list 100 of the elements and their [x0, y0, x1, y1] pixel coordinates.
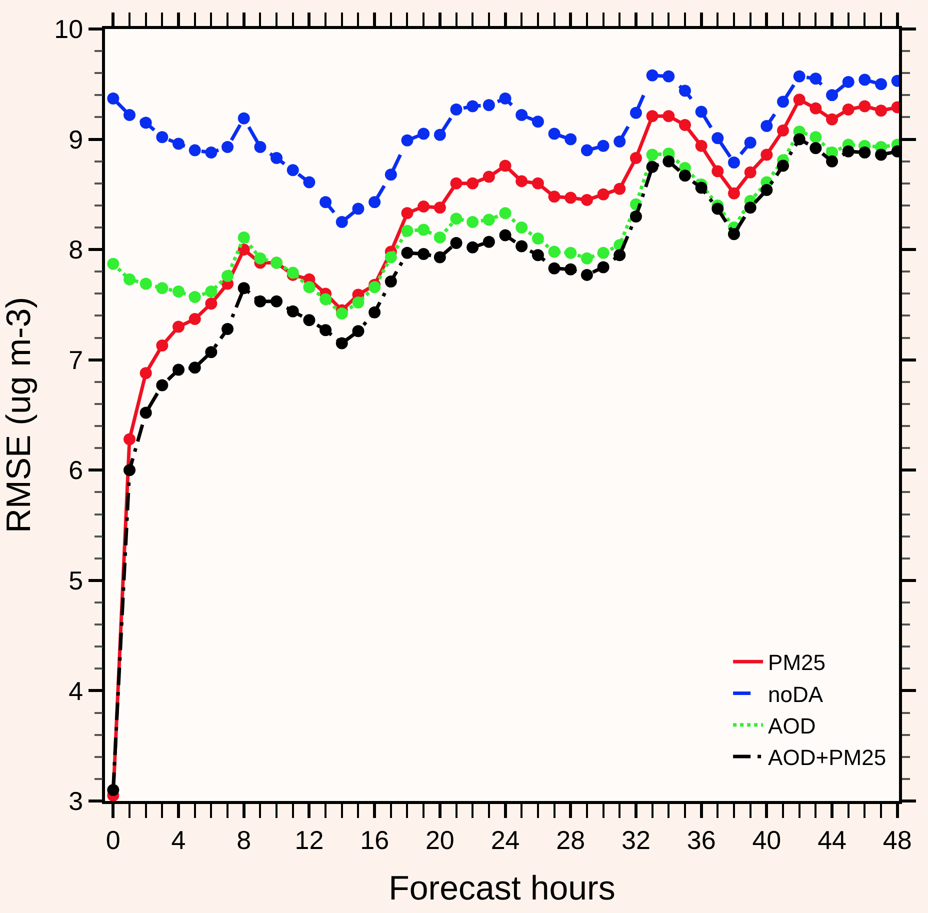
point [646, 160, 658, 173]
point [384, 251, 397, 264]
point [597, 246, 610, 259]
legend-label: PM25 [768, 650, 826, 676]
point [124, 109, 136, 122]
point [858, 100, 871, 112]
point [744, 136, 756, 149]
point [222, 270, 234, 282]
point [466, 216, 479, 228]
point [352, 202, 364, 215]
point [172, 364, 185, 376]
point [450, 177, 462, 190]
point [434, 128, 446, 141]
point [728, 228, 740, 240]
point [760, 120, 773, 132]
point [384, 168, 397, 181]
point [320, 293, 332, 306]
point [810, 72, 822, 85]
point [695, 140, 708, 152]
point [793, 133, 806, 146]
point [482, 236, 495, 248]
point [646, 110, 658, 122]
point [124, 433, 136, 446]
point [156, 340, 168, 352]
point [760, 184, 773, 196]
y-axis-title: RMSE (ug m-3) [0, 296, 38, 534]
point [614, 182, 626, 195]
point [418, 248, 430, 260]
point [303, 281, 316, 294]
point [238, 112, 250, 124]
x-tick-label: 36 [686, 824, 716, 855]
point [712, 202, 724, 215]
point [172, 320, 185, 333]
point [532, 249, 544, 262]
point [580, 194, 593, 206]
point [875, 148, 888, 161]
point [744, 202, 756, 214]
point [466, 241, 479, 254]
point [614, 249, 626, 262]
point [826, 113, 838, 126]
y-tick-label: 3 [68, 786, 84, 816]
point [418, 128, 430, 140]
point [826, 155, 838, 168]
x-tick-label: 28 [556, 824, 586, 855]
point [286, 164, 299, 176]
point [401, 134, 414, 146]
point [646, 69, 658, 82]
point [188, 290, 201, 303]
point [597, 188, 610, 200]
point [532, 116, 544, 128]
point [336, 308, 348, 320]
point [107, 258, 120, 270]
point [172, 285, 185, 298]
legend-label: AOD+PM25 [768, 745, 886, 770]
point [662, 70, 675, 82]
point [368, 306, 381, 318]
point [434, 251, 446, 264]
point [793, 94, 806, 106]
point [270, 152, 283, 164]
point [858, 74, 871, 86]
point [238, 282, 250, 294]
x-tick-label: 8 [236, 824, 252, 855]
point [810, 131, 822, 144]
point [548, 246, 560, 258]
y-tick-label: 6 [68, 455, 84, 486]
point [548, 128, 560, 140]
point [499, 160, 512, 172]
point [270, 295, 283, 308]
point [434, 231, 446, 244]
point [222, 141, 234, 154]
point [499, 92, 512, 104]
point [678, 170, 691, 182]
legend-label: AOD [768, 713, 816, 738]
point [695, 106, 708, 118]
point [450, 104, 462, 116]
point [368, 196, 381, 208]
point [564, 246, 577, 259]
x-tick-label: 20 [425, 824, 454, 855]
point [548, 190, 560, 203]
point [336, 337, 348, 350]
x-tick-label: 44 [818, 824, 846, 855]
point [548, 262, 560, 274]
point [630, 106, 642, 119]
point [810, 102, 822, 114]
point [401, 207, 414, 220]
point [810, 142, 822, 154]
point [156, 131, 168, 144]
point [450, 212, 462, 225]
point [777, 124, 789, 136]
x-tick-label: 40 [752, 824, 782, 855]
point [254, 252, 266, 264]
point [238, 244, 250, 256]
point [842, 104, 854, 116]
point [777, 160, 789, 172]
point [875, 78, 888, 90]
x-tick-label: 16 [360, 824, 390, 855]
point [564, 133, 577, 146]
point [678, 118, 691, 131]
point [172, 138, 185, 150]
y-tick-label: 4 [68, 676, 84, 706]
